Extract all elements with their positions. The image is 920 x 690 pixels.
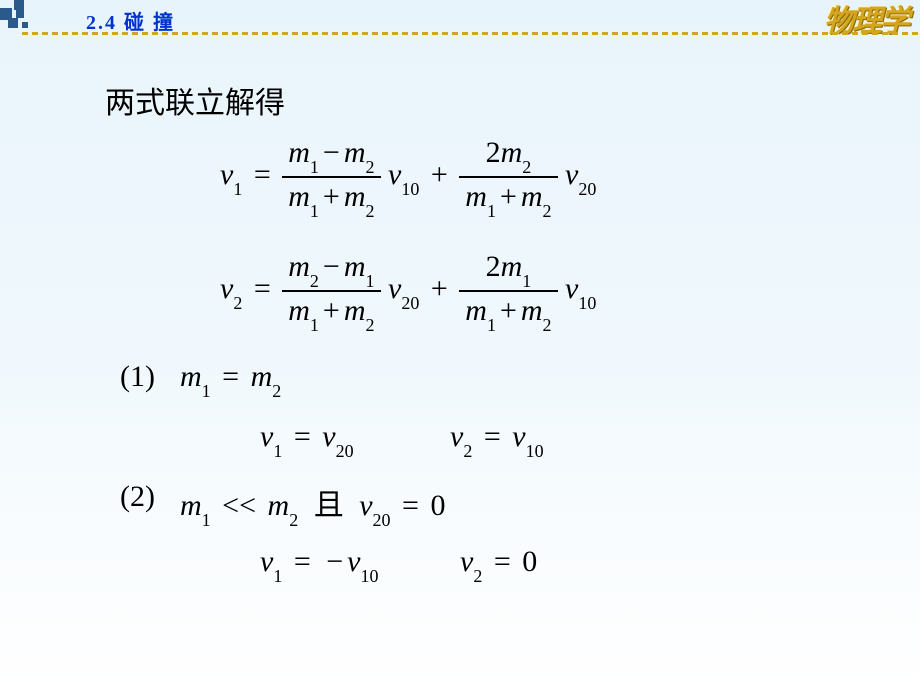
case2-result2: v2 = 0: [460, 545, 537, 583]
slide-header: 2.4 碰 撞 物理学: [0, 0, 920, 36]
content-heading: 两式联立解得: [105, 78, 285, 122]
case2-condition: m1 << m2 且 v20 = 0: [180, 480, 445, 527]
header-divider: [22, 32, 920, 35]
section-title: 2.4 碰 撞: [86, 6, 175, 35]
section-name: 碰 撞: [124, 12, 175, 34]
case1-result1: v1 = v20: [260, 420, 354, 458]
section-number: 2.4: [86, 12, 117, 34]
equation-v1: v1 = m1−m2 m1+m2 v10 + 2m2 m1+m2 v20: [220, 136, 596, 218]
case2-label: (2): [120, 480, 155, 514]
equation-v2: v2 = m2−m1 m1+m2 v20 + 2m1 m1+m2 v10: [220, 250, 596, 332]
case1-label: (1): [120, 360, 155, 394]
case1-result2: v2 = v10: [450, 420, 544, 458]
corner-decoration: [0, 0, 40, 30]
case2-result1: v1 = −v10: [260, 545, 379, 583]
case1-condition: m1 = m2: [180, 360, 281, 398]
